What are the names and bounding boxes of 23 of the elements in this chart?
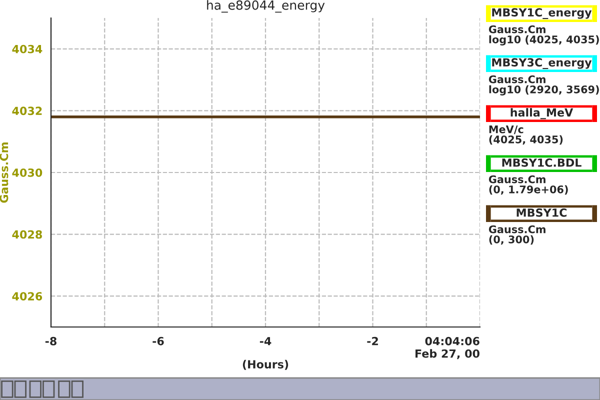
text: Gauss.Cm (0, 300) <box>488 225 546 245</box>
legend-label: MBSY1C_energy <box>492 8 592 20</box>
y-tick-label: 4034 <box>12 44 42 54</box>
legend-label: MBSY1C.BDL <box>502 158 582 167</box>
x-tick-label: 04:04:06 Feb 27, 00 <box>416 336 480 360</box>
y-tick-label: 4030 <box>12 168 42 177</box>
y-tick-label: 4026 <box>12 292 42 300</box>
x-tick-label: -8 <box>45 336 56 346</box>
y-tick-label: 4028 <box>12 230 42 239</box>
x-axis-title: (Hours) <box>242 360 288 370</box>
legend-label: halla_MeV <box>510 108 574 120</box>
legend-label: MBSY1C <box>516 208 567 217</box>
x-tick-label: -6 <box>152 336 164 346</box>
y-axis-title: Gauss.Cm <box>0 142 8 203</box>
text: Gauss.Cm (0, 1.79e+06) <box>488 175 568 195</box>
y-tick-label: 4032 <box>12 106 42 116</box>
x-tick-label: -2 <box>367 336 378 346</box>
chart-title: ha_e89044_energy <box>207 0 325 13</box>
x-tick-label: -4 <box>260 337 272 346</box>
text: Gauss.Cm log10 (2920, 3569) <box>488 75 599 96</box>
text: MeV/c (4025, 4035) <box>489 126 563 145</box>
text: Gauss.Cm log10 (4025, 4035) <box>488 25 599 46</box>
legend-label: MBSY3C_energy <box>492 58 592 70</box>
